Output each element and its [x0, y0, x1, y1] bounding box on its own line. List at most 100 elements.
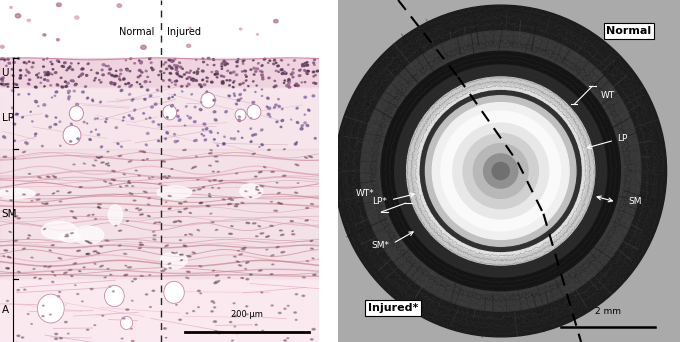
Ellipse shape [118, 230, 122, 231]
Ellipse shape [97, 207, 101, 208]
Ellipse shape [134, 278, 136, 280]
Ellipse shape [230, 72, 231, 74]
Ellipse shape [268, 77, 270, 79]
Ellipse shape [253, 60, 254, 61]
Ellipse shape [224, 64, 226, 66]
Ellipse shape [168, 263, 171, 264]
Ellipse shape [290, 74, 293, 75]
Ellipse shape [305, 220, 308, 221]
Ellipse shape [62, 66, 64, 67]
Ellipse shape [302, 295, 304, 297]
Ellipse shape [38, 106, 39, 107]
Ellipse shape [88, 215, 90, 216]
Ellipse shape [158, 222, 161, 223]
Ellipse shape [293, 60, 295, 61]
Ellipse shape [267, 62, 269, 63]
Ellipse shape [49, 250, 51, 251]
Ellipse shape [204, 139, 206, 141]
Ellipse shape [28, 72, 30, 74]
Ellipse shape [218, 332, 220, 334]
Ellipse shape [214, 65, 215, 66]
Ellipse shape [179, 66, 182, 68]
Ellipse shape [220, 63, 223, 65]
Ellipse shape [209, 165, 211, 166]
Ellipse shape [78, 76, 80, 77]
Ellipse shape [150, 67, 153, 69]
Ellipse shape [65, 236, 69, 237]
Ellipse shape [1, 78, 4, 80]
Ellipse shape [172, 60, 174, 62]
Ellipse shape [136, 82, 138, 83]
Circle shape [201, 92, 216, 108]
Ellipse shape [238, 116, 241, 118]
Ellipse shape [175, 252, 178, 253]
Ellipse shape [83, 121, 85, 123]
Ellipse shape [117, 4, 122, 7]
Ellipse shape [250, 69, 252, 70]
Text: Normal: Normal [606, 26, 652, 36]
Text: U: U [1, 68, 9, 78]
Ellipse shape [30, 111, 32, 112]
Ellipse shape [267, 97, 269, 99]
Ellipse shape [284, 71, 285, 72]
Ellipse shape [139, 75, 141, 76]
Ellipse shape [221, 68, 223, 69]
Ellipse shape [314, 83, 317, 84]
Ellipse shape [303, 65, 305, 67]
Ellipse shape [199, 202, 202, 203]
Ellipse shape [131, 117, 134, 120]
Ellipse shape [273, 86, 275, 88]
Ellipse shape [294, 85, 296, 86]
Ellipse shape [66, 82, 69, 84]
Ellipse shape [307, 109, 310, 111]
Circle shape [381, 51, 620, 291]
Ellipse shape [90, 288, 93, 290]
Ellipse shape [34, 277, 36, 278]
Circle shape [395, 65, 607, 277]
Ellipse shape [294, 312, 296, 313]
Ellipse shape [232, 71, 235, 73]
Ellipse shape [290, 221, 293, 222]
Ellipse shape [210, 150, 212, 151]
Ellipse shape [296, 121, 299, 123]
Circle shape [63, 126, 81, 145]
Ellipse shape [43, 104, 46, 106]
Ellipse shape [132, 340, 134, 342]
Ellipse shape [281, 73, 284, 75]
Ellipse shape [242, 61, 244, 62]
Ellipse shape [22, 248, 25, 249]
Ellipse shape [126, 309, 129, 311]
Ellipse shape [57, 296, 60, 297]
Ellipse shape [17, 335, 20, 337]
Ellipse shape [235, 103, 237, 105]
Ellipse shape [4, 136, 6, 139]
Ellipse shape [199, 84, 202, 86]
Ellipse shape [186, 86, 188, 87]
Ellipse shape [287, 305, 289, 306]
Ellipse shape [302, 277, 305, 278]
Ellipse shape [106, 163, 108, 165]
Ellipse shape [189, 77, 191, 78]
Ellipse shape [186, 313, 188, 314]
Bar [0, 149, 318, 279]
Ellipse shape [281, 108, 283, 110]
Ellipse shape [196, 73, 198, 75]
Ellipse shape [66, 69, 69, 70]
Ellipse shape [146, 132, 149, 134]
Ellipse shape [67, 333, 69, 334]
Text: WT*: WT* [356, 189, 375, 198]
Ellipse shape [92, 214, 94, 215]
Ellipse shape [233, 138, 236, 140]
Ellipse shape [266, 249, 268, 250]
Ellipse shape [214, 139, 216, 140]
Ellipse shape [203, 84, 206, 86]
Ellipse shape [172, 252, 174, 253]
Text: Injured*: Injured* [368, 303, 418, 313]
Ellipse shape [25, 63, 27, 64]
Ellipse shape [221, 66, 223, 67]
Ellipse shape [139, 69, 141, 71]
Ellipse shape [140, 275, 143, 276]
Ellipse shape [177, 74, 178, 76]
Circle shape [473, 144, 528, 198]
Ellipse shape [118, 155, 122, 157]
